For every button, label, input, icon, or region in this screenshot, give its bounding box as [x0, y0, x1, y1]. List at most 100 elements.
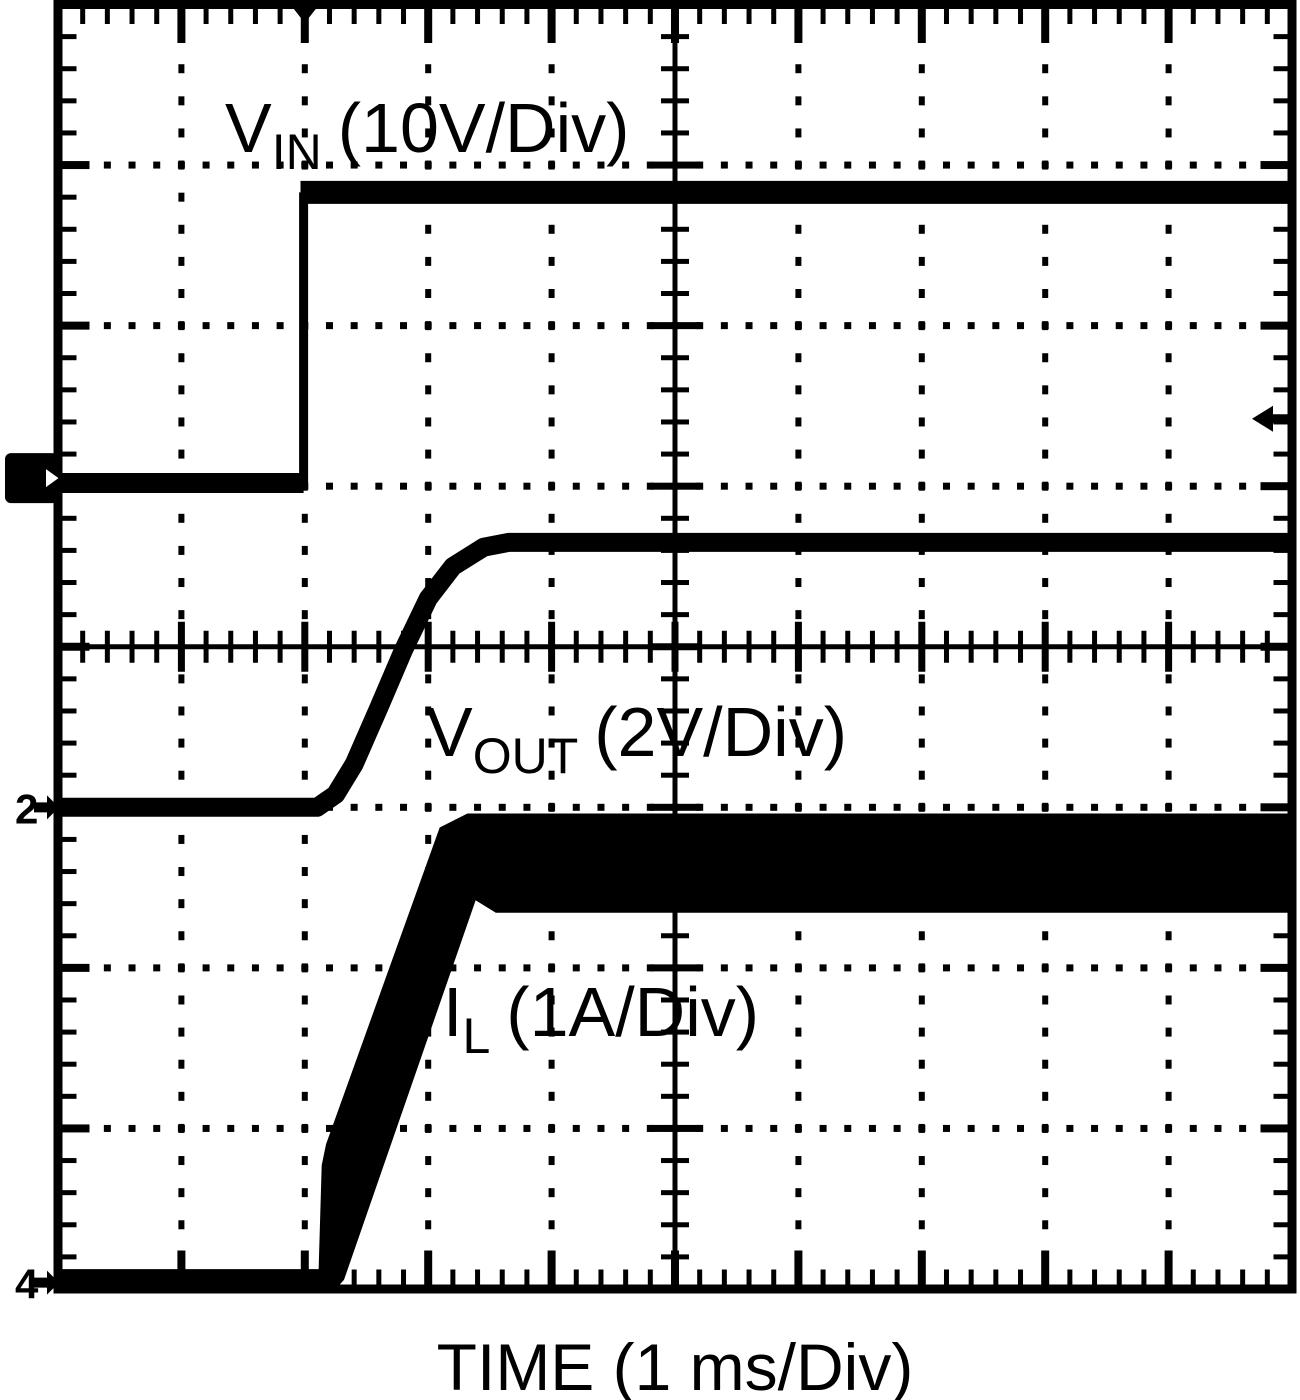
grid-dot	[794, 803, 802, 811]
grid-dot	[498, 964, 506, 972]
grid-dot	[1165, 1220, 1172, 1230]
center-vline-tick	[661, 1158, 689, 1164]
grid-dot	[1042, 642, 1049, 652]
grid-dot	[1165, 32, 1172, 42]
grid-dot	[1165, 674, 1172, 684]
grid-dot	[375, 964, 383, 972]
grid-dot	[178, 610, 185, 620]
center-vline-tick	[661, 708, 689, 714]
grid-dot	[425, 578, 432, 588]
grid-dot	[1017, 964, 1025, 972]
grid-dot	[251, 1124, 259, 1132]
top-edge-tick	[1141, 9, 1147, 24]
grid-dot	[177, 161, 185, 169]
right-arrow-icon	[34, 795, 59, 820]
top-edge-tick	[1041, 9, 1050, 43]
left-edge-tick	[62, 34, 77, 40]
center-hline-tick	[499, 630, 505, 663]
grid-dot	[1165, 256, 1172, 266]
grid-dot	[967, 964, 975, 972]
bottom-edge-tick	[917, 1250, 926, 1285]
grid-dot	[1042, 1091, 1049, 1101]
top-edge-tick	[968, 9, 974, 24]
top-edge-tick	[917, 9, 926, 43]
grid-dot	[1041, 161, 1049, 169]
grid-dot	[301, 545, 308, 555]
grid-dot	[425, 353, 432, 363]
grid-dot	[548, 96, 555, 106]
grid-dot	[1165, 1059, 1172, 1069]
grid-dot	[449, 322, 457, 330]
grid-dot	[1042, 353, 1049, 363]
bottom-edge-tick	[598, 1269, 604, 1285]
center-vline-tick	[661, 772, 689, 778]
grid-dot	[918, 1124, 926, 1132]
grid-dot	[918, 322, 926, 330]
trigger-triangle-icon	[286, 0, 323, 23]
grid-dot	[1042, 610, 1049, 620]
center-hline-tick	[129, 630, 135, 663]
grid-dot	[79, 322, 87, 330]
grid-dot	[1042, 770, 1049, 780]
grid-dot	[498, 482, 506, 490]
grid-dot	[844, 1124, 852, 1132]
grid-dot	[301, 738, 308, 748]
grid-dot	[1189, 1124, 1197, 1132]
center-hline-tick	[1067, 630, 1073, 663]
grid-dot	[548, 1156, 555, 1166]
grid-dot	[1165, 578, 1172, 588]
grid-dot	[1091, 322, 1099, 330]
left-edge-tick	[62, 901, 77, 907]
grid-dot	[1042, 706, 1049, 716]
bottom-edge-tick	[1164, 1250, 1173, 1285]
grid-dot	[548, 256, 555, 266]
top-edge-tick	[771, 9, 777, 24]
grid-dot	[720, 322, 728, 330]
grid-dot	[425, 1059, 432, 1069]
top-edge-tick	[943, 9, 949, 24]
grid-dot	[325, 1124, 333, 1132]
grid-dot	[1189, 482, 1197, 490]
grid-dot	[1189, 964, 1197, 972]
grid-dot	[967, 161, 975, 169]
left-edge-tick	[62, 161, 90, 170]
grid-dot	[795, 738, 802, 748]
grid-dot	[1041, 482, 1049, 490]
grid-dot	[153, 964, 161, 972]
grid-dot	[819, 161, 827, 169]
left-edge-tick	[62, 226, 77, 232]
bottom-edge-tick	[424, 1250, 433, 1285]
grid-dot	[227, 964, 235, 972]
right-edge-tick	[1260, 161, 1288, 170]
grid-dot	[646, 1124, 654, 1132]
grid-dot	[1140, 1124, 1148, 1132]
trace-labels: VIN (10V/Div) VOUT (2V/Div) IL (1A/Div) TIM…	[225, 89, 913, 1400]
top-edge-tick	[547, 9, 556, 43]
bottom-edge-tick	[746, 1269, 752, 1285]
top-edge-tick	[177, 9, 186, 43]
grid-dot	[967, 803, 975, 811]
grid-dot	[523, 964, 531, 972]
grid-dot	[868, 1124, 876, 1132]
scope-markers: 24	[5, 0, 1292, 1308]
grid-dot	[1165, 322, 1173, 330]
grid-dot	[1115, 1124, 1123, 1132]
grid-dot	[770, 482, 778, 490]
right-edge-tick	[1273, 1158, 1288, 1164]
grid-dot	[301, 128, 308, 138]
top-edge-tick	[524, 9, 530, 24]
grid-dot	[868, 322, 876, 330]
grid-dot	[795, 1027, 802, 1037]
bottom-edge-tick	[943, 1269, 949, 1285]
grid-dot	[103, 322, 111, 330]
grid-dot	[1115, 322, 1123, 330]
center-hline-tick	[697, 630, 703, 663]
grid-dot	[918, 289, 925, 299]
top-edge-tick	[129, 9, 135, 24]
left-edge-tick	[62, 1158, 77, 1164]
grid-dot	[251, 161, 259, 169]
grid-dot	[1091, 482, 1099, 490]
right-edge-tick	[1273, 66, 1288, 72]
grid-dot	[918, 1027, 925, 1037]
center-vline-tick	[661, 1254, 689, 1260]
